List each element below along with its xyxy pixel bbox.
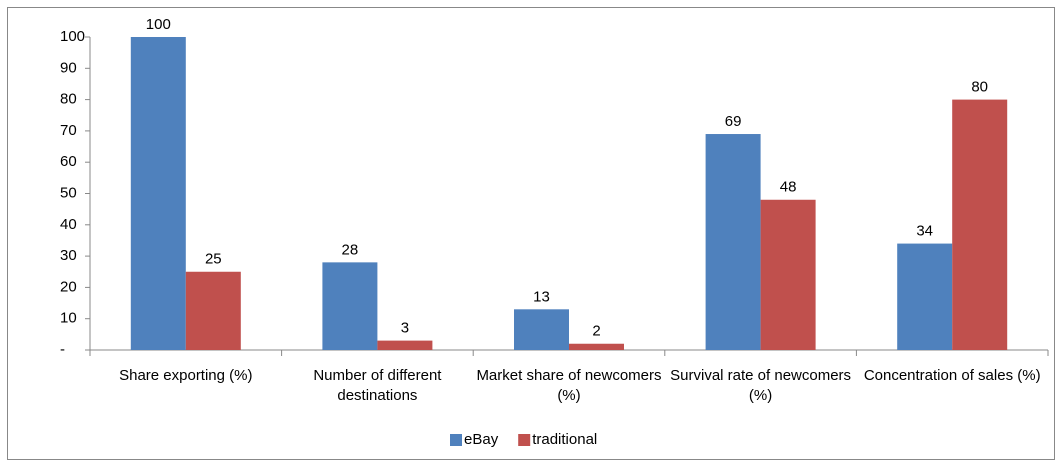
x-tick-label: Market share of newcomers (%): [476, 367, 662, 404]
y-tick-label: 100: [60, 28, 85, 45]
bar: [705, 134, 761, 350]
data-label: 28: [342, 241, 359, 258]
x-tick-label: Concentration of sales (%): [863, 367, 1041, 384]
data-label: 34: [916, 223, 933, 240]
data-label: 48: [780, 179, 797, 196]
y-tick-label: -: [60, 341, 65, 358]
bar: [514, 309, 569, 350]
y-tick-label: 80: [60, 91, 77, 108]
y-tick-label: 40: [60, 216, 77, 233]
data-label: 100: [146, 16, 171, 33]
legend-swatch: [450, 434, 462, 446]
x-tick-label: Share exporting (%): [119, 367, 253, 384]
data-label: 2: [592, 323, 600, 340]
data-label: 3: [401, 320, 409, 337]
bar: [322, 262, 378, 350]
y-tick-label: 50: [60, 184, 77, 201]
bar: [377, 340, 433, 350]
bar: [130, 37, 186, 350]
bar: [185, 271, 241, 350]
data-label: 13: [533, 288, 550, 305]
x-tick-label: Number of different destinations: [313, 367, 442, 404]
data-label: 25: [205, 251, 222, 268]
bar: [952, 99, 1008, 350]
y-tick-label: 10: [60, 310, 77, 327]
y-tick-label: 60: [60, 153, 77, 170]
legend-label: eBay: [464, 431, 499, 448]
bar: [760, 199, 816, 350]
y-tick-label: 20: [60, 278, 77, 295]
y-tick-label: 90: [60, 59, 77, 76]
data-label: 69: [725, 113, 742, 130]
y-tick-label: 70: [60, 122, 77, 139]
legend-label: traditional: [532, 431, 597, 448]
y-tick-label: 30: [60, 247, 77, 264]
bar: [569, 343, 624, 350]
legend-swatch: [518, 434, 531, 446]
bar: [897, 243, 953, 350]
x-tick-label: Survival rate of newcomers (%): [670, 367, 852, 404]
data-label: 80: [971, 79, 988, 96]
